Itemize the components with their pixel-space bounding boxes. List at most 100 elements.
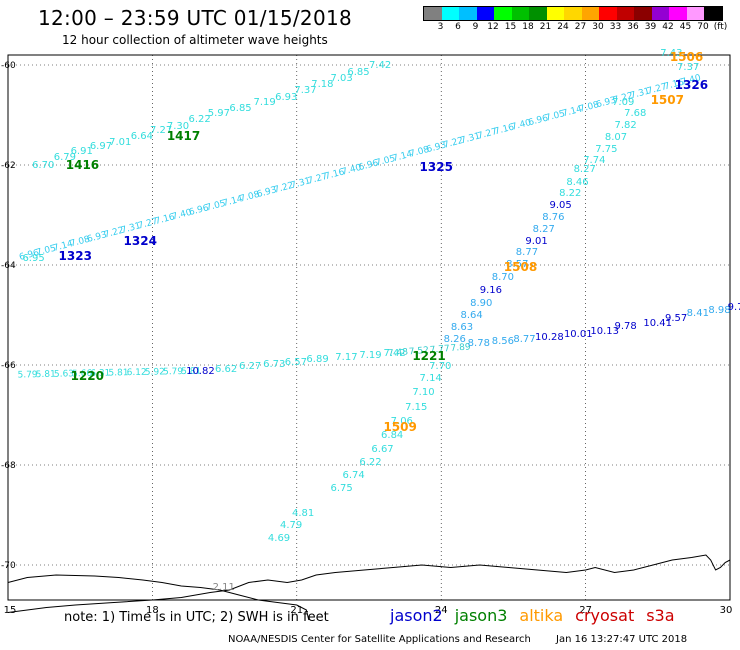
colorbar-label: 3 xyxy=(437,22,444,32)
satellite-jason2: jason2 xyxy=(390,606,443,625)
track-wave-height: 7.27 xyxy=(137,217,159,232)
wave-height-value: 9.76 xyxy=(728,302,740,313)
pass-time-label: 1416 xyxy=(66,158,99,172)
x-tick-label: 30 xyxy=(720,605,733,616)
track-wave-height: 5.63 xyxy=(54,369,74,379)
page-title: 12:00 – 23:59 UTC 01/15/2018 xyxy=(38,6,353,30)
colorbar-labels: 3 6 9 12 15 18 21 24 27 30 33 36 39 42 45 70 (ft) xyxy=(423,22,740,34)
track-wave-height: 7.52 xyxy=(409,346,430,358)
satellite-cryosat: cryosat xyxy=(575,606,635,625)
wave-height-value: 8.41 xyxy=(687,308,709,319)
colorbar-label: 18 xyxy=(522,22,534,32)
colorbar-label: 70 xyxy=(697,22,709,32)
wave-height-value: 6.22 xyxy=(359,457,381,468)
wave-height-value: 7.37 xyxy=(677,62,699,73)
colorbar-swatch xyxy=(424,7,442,20)
track-wave-height: 7.22 xyxy=(103,226,125,241)
wave-height-value: 8.98 xyxy=(708,305,730,316)
wave-height-value: 7.82 xyxy=(614,120,636,131)
wave-height-value: 7.43 xyxy=(660,48,682,59)
colorbar-label: 45 xyxy=(679,22,692,32)
y-tick-label: -62 xyxy=(1,161,16,171)
track-wave-height: 7.14 xyxy=(561,104,583,119)
colorbar-swatch xyxy=(581,7,599,20)
wave-height-value: 7.03 xyxy=(330,73,352,84)
colorbar-label: 33 xyxy=(609,22,622,32)
wave-height-value: 5.97 xyxy=(208,108,230,119)
wave-height-value: 7.19 xyxy=(253,97,275,108)
wave-height-value: 6.73 xyxy=(263,359,285,370)
wave-height-value: 10.41 xyxy=(643,318,672,329)
y-tick-label: -60 xyxy=(1,61,16,71)
track-wave-height: 6.93 xyxy=(86,230,108,245)
wave-height-value: 6.70 xyxy=(32,160,54,171)
track-wave-height: 7.16 xyxy=(663,78,685,93)
wave-height-value: 10.28 xyxy=(535,332,564,343)
wave-height-value: 7.42 xyxy=(383,348,405,359)
track-wave-height: 5.81 xyxy=(36,370,56,380)
track-wave-height: 5.79 xyxy=(163,367,184,377)
track-wave-height: 7.22 xyxy=(273,181,295,196)
wave-height-value: 7.74 xyxy=(583,155,605,166)
colorbar-label: 27 xyxy=(574,22,587,32)
wave-height-value: 2.11 xyxy=(213,582,235,593)
colorbar-label: 12 xyxy=(487,22,499,32)
track-wave-height: 7.31 xyxy=(290,176,312,191)
wave-height-value: 10.82 xyxy=(186,366,215,377)
wave-height-value: 7.18 xyxy=(311,79,333,90)
pass-time-label: 1325 xyxy=(420,160,453,174)
pass-time-label: 1508 xyxy=(504,260,537,274)
colorbar-swatch xyxy=(441,7,459,20)
coastline-segment xyxy=(7,574,310,621)
track-wave-height: 7.27 xyxy=(646,82,668,97)
wave-height-value: 7.68 xyxy=(624,108,646,119)
wave-height-value: 8.57 xyxy=(506,259,528,270)
coastline xyxy=(7,554,731,621)
track-wave-height: 6.96 xyxy=(358,158,380,173)
wave-height-value: 9.16 xyxy=(480,285,502,296)
track-wave-height: 7.89 xyxy=(450,342,471,354)
colorbar-label: 15 xyxy=(504,22,517,32)
satellite-tracks: 6.967.057.147.086.937.227.317.277.167.40… xyxy=(17,48,740,593)
x-tick-label: 24 xyxy=(435,605,448,616)
wave-height-value: 8.77 xyxy=(513,334,535,345)
satellite-jason3: jason3 xyxy=(454,606,508,625)
wave-height-value: 9.05 xyxy=(550,200,572,211)
wave-height-value: 4.69 xyxy=(268,533,290,544)
map-gridlines xyxy=(8,55,730,600)
wave-height-value: 8.27 xyxy=(574,164,596,175)
colorbar-label: 6 xyxy=(455,22,461,32)
wave-height-value: 7.09 xyxy=(612,97,634,108)
wave-height-value: 6.79 xyxy=(54,152,76,163)
colorbar-label: 21 xyxy=(539,22,552,32)
track-wave-height: 7.08 xyxy=(69,235,91,250)
track-wave-height: 7.77 xyxy=(429,344,450,356)
wave-height-value: 6.57 xyxy=(285,357,307,368)
track-wave-height: 5.66 xyxy=(72,369,93,379)
wave-height-value: 10.13 xyxy=(590,326,619,337)
track-wave-height: 7.22 xyxy=(443,136,465,151)
generated-timestamp: Jan 16 13:27:47 UTC 2018 xyxy=(556,634,688,645)
colorbar-swatch xyxy=(634,7,652,20)
wave-height-value: 8.46 xyxy=(566,177,588,188)
wave-height-value: 8.70 xyxy=(492,272,514,283)
colorbar-swatch xyxy=(669,7,687,20)
wave-height-value: 7.06 xyxy=(391,416,413,427)
colorbar-swatch xyxy=(511,7,529,20)
wave-height-value: 7.19 xyxy=(359,350,381,361)
wave-height-value: 8.27 xyxy=(533,224,555,235)
colorbar-swatch xyxy=(616,7,634,20)
wave-height-value: 6.62 xyxy=(215,364,237,375)
x-tick-label: 15 xyxy=(4,605,17,616)
colorbar-swatch xyxy=(686,7,704,20)
colorbar-label: 36 xyxy=(627,22,639,32)
pass-time-label: 1221 xyxy=(412,349,445,363)
wave-height-value: 8.07 xyxy=(605,132,627,143)
track-wave-height: 5.81 xyxy=(181,367,201,377)
colorbar-label: 24 xyxy=(557,22,569,32)
wave-height-value: 7.10 xyxy=(412,387,434,398)
colorbar-label: (ft) xyxy=(713,22,728,32)
colorbar-label: 42 xyxy=(662,22,674,32)
wave-height-value: 8.22 xyxy=(559,188,581,199)
